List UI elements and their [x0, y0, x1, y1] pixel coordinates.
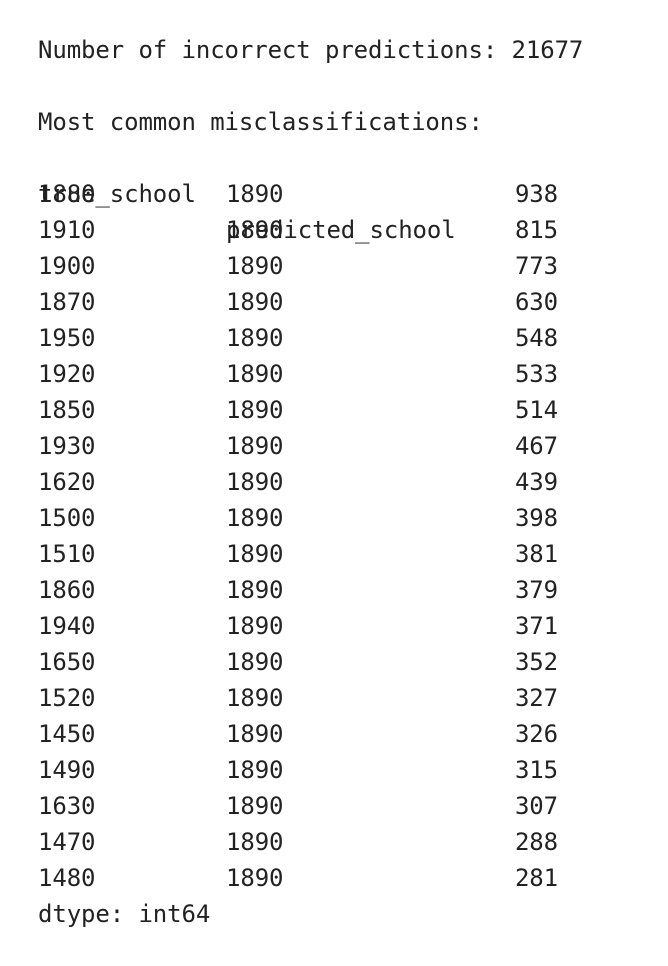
cell-true-school: 1860 — [38, 576, 96, 604]
table-row: 1480 1890 281 — [38, 860, 598, 896]
table-row: 1450 1890 326 — [38, 716, 598, 752]
cell-count: 288 — [514, 828, 558, 856]
table-body: 1880 1890 938 1910 1890 815 1900 1890 773 1870 189… — [38, 176, 598, 896]
cell-true-school: 1500 — [38, 504, 96, 532]
cell-predicted-school: 1890 — [226, 504, 284, 532]
cell-true-school: 1870 — [38, 288, 96, 316]
column-header-true-school: true_school — [38, 180, 196, 208]
cell-predicted-school: 1890 — [226, 792, 284, 820]
column-header-predicted-school: predicted_school — [226, 216, 456, 244]
table-row: 1930 1890 467 — [38, 428, 598, 464]
cell-count: 352 — [514, 648, 558, 676]
cell-predicted-school: 1890 — [226, 828, 284, 856]
blank-line — [38, 68, 598, 104]
cell-predicted-school: 1890 — [226, 180, 284, 208]
cell-predicted-school: 1890 — [226, 468, 284, 496]
cell-count: 307 — [514, 792, 558, 820]
cell-count: 315 — [514, 756, 558, 784]
cell-count: 381 — [514, 540, 558, 568]
cell-count: 630 — [514, 288, 558, 316]
cell-true-school: 1520 — [38, 684, 96, 712]
cell-true-school: 1510 — [38, 540, 96, 568]
incorrect-predictions-line: Number of incorrect predictions: 21677 — [38, 36, 584, 64]
cell-predicted-school: 1890 — [226, 360, 284, 388]
cell-true-school: 1950 — [38, 324, 96, 352]
cell-predicted-school: 1890 — [226, 720, 284, 748]
cell-count: 815 — [514, 216, 558, 244]
cell-predicted-school: 1890 — [226, 252, 284, 280]
table-row: 1650 1890 352 — [38, 644, 598, 680]
cell-count: 379 — [514, 576, 558, 604]
cell-true-school: 1650 — [38, 648, 96, 676]
cell-predicted-school: 1890 — [226, 684, 284, 712]
table-row: 1520 1890 327 — [38, 680, 598, 716]
table-row: 1880 1890 938 — [38, 176, 598, 212]
cell-predicted-school: 1890 — [226, 864, 284, 892]
cell-true-school: 1920 — [38, 360, 96, 388]
cell-count: 514 — [514, 396, 558, 424]
cell-predicted-school: 1890 — [226, 756, 284, 784]
table-row: 1850 1890 514 — [38, 392, 598, 428]
cell-true-school: 1630 — [38, 792, 96, 820]
cell-count: 398 — [514, 504, 558, 532]
cell-predicted-school: 1890 — [226, 648, 284, 676]
cell-count: 533 — [514, 360, 558, 388]
cell-true-school: 1910 — [38, 216, 96, 244]
cell-count: 281 — [514, 864, 558, 892]
table-row: 1510 1890 381 — [38, 536, 598, 572]
cell-count: 326 — [514, 720, 558, 748]
cell-count: 467 — [514, 432, 558, 460]
table-row: 1620 1890 439 — [38, 464, 598, 500]
table-row: 1860 1890 379 — [38, 572, 598, 608]
table-row: 1910 1890 815 — [38, 212, 598, 248]
cell-count: 938 — [514, 180, 558, 208]
cell-true-school: 1480 — [38, 864, 96, 892]
cell-true-school: 1880 — [38, 180, 96, 208]
cell-true-school: 1940 — [38, 612, 96, 640]
cell-predicted-school: 1890 — [226, 288, 284, 316]
misclassifications-heading: Most common misclassifications: — [38, 108, 483, 136]
table-row: 1920 1890 533 — [38, 356, 598, 392]
cell-true-school: 1450 — [38, 720, 96, 748]
cell-count: 773 — [514, 252, 558, 280]
cell-predicted-school: 1890 — [226, 396, 284, 424]
cell-predicted-school: 1890 — [226, 576, 284, 604]
cell-true-school: 1490 — [38, 756, 96, 784]
table-row: 1630 1890 307 — [38, 788, 598, 824]
cell-predicted-school: 1890 — [226, 540, 284, 568]
table-row: 1500 1890 398 — [38, 500, 598, 536]
cell-predicted-school: 1890 — [226, 216, 284, 244]
table-row: 1950 1890 548 — [38, 320, 598, 356]
cell-true-school: 1930 — [38, 432, 96, 460]
table-row: 1900 1890 773 — [38, 248, 598, 284]
cell-true-school: 1850 — [38, 396, 96, 424]
cell-predicted-school: 1890 — [226, 612, 284, 640]
table-row: 1940 1890 371 — [38, 608, 598, 644]
cell-true-school: 1900 — [38, 252, 96, 280]
table-row: 1870 1890 630 — [38, 284, 598, 320]
table-row: 1490 1890 315 — [38, 752, 598, 788]
cell-count: 439 — [514, 468, 558, 496]
cell-predicted-school: 1890 — [226, 324, 284, 352]
cell-count: 548 — [514, 324, 558, 352]
cell-true-school: 1620 — [38, 468, 96, 496]
cell-count: 371 — [514, 612, 558, 640]
cell-output: Number of incorrect predictions: 21677 M… — [38, 32, 598, 932]
cell-predicted-school: 1890 — [226, 432, 284, 460]
cell-true-school: 1470 — [38, 828, 96, 856]
table-row: 1470 1890 288 — [38, 824, 598, 860]
table-header: true_school predicted_school — [38, 140, 598, 244]
cell-count: 327 — [514, 684, 558, 712]
dtype-line: dtype: int64 — [38, 900, 211, 928]
